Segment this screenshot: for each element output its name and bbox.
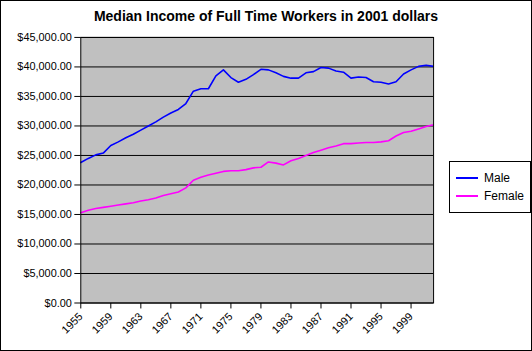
- html-text:Female: Female: [484, 188, 524, 203]
- svg-text:1963: 1963: [119, 310, 145, 336]
- svg-text:1987: 1987: [299, 310, 325, 336]
- svg-text:$45,000.00: $45,000.00: [17, 31, 72, 43]
- svg-text:$5,000.00: $5,000.00: [23, 267, 71, 279]
- svg-text:$40,000.00: $40,000.00: [17, 60, 72, 72]
- svg-text:1995: 1995: [359, 310, 385, 336]
- svg-text:$15,000.00: $15,000.00: [17, 208, 72, 220]
- svg-text:1971: 1971: [179, 310, 205, 336]
- svg-text:$20,000.00: $20,000.00: [17, 178, 72, 190]
- svg-text:$0.00: $0.00: [45, 297, 72, 309]
- svg-text:1959: 1959: [89, 310, 115, 336]
- svg-text:1975: 1975: [209, 310, 235, 336]
- html-text:Median Income of Full Time Wor: Median Income of Full Time Workers in 20…: [93, 8, 439, 24]
- svg-text:1991: 1991: [329, 310, 355, 336]
- svg-text:$10,000.00: $10,000.00: [17, 237, 72, 249]
- html-text:Male: Male: [484, 170, 510, 185]
- svg-text:$25,000.00: $25,000.00: [17, 149, 72, 161]
- svg-text:1999: 1999: [389, 310, 415, 336]
- svg-text:1983: 1983: [269, 310, 295, 336]
- svg-text:1955: 1955: [59, 310, 85, 336]
- svg-text:$35,000.00: $35,000.00: [17, 90, 72, 102]
- svg-text:1967: 1967: [149, 310, 175, 336]
- svg-text:1979: 1979: [239, 310, 265, 336]
- svg-text:$30,000.00: $30,000.00: [17, 119, 72, 131]
